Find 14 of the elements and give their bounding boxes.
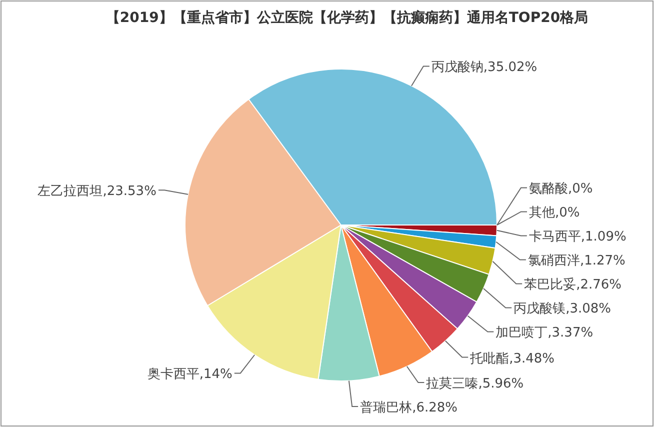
slice-label: 卡马西平,1.09% bbox=[528, 230, 626, 245]
slice-label: 丙戊酸镁,3.08% bbox=[514, 302, 612, 317]
slice-label: 左乙拉西坦,23.53% bbox=[38, 184, 156, 200]
legend-label: 其他,0% bbox=[529, 206, 580, 221]
slice-label: 加巴喷丁,3.37% bbox=[496, 326, 594, 341]
category-label: 氨酪酸,0% bbox=[529, 182, 593, 197]
slice-label: 丙戊酸钠,35.02% bbox=[431, 60, 538, 76]
slice-label: 苯巴比妥,2.76% bbox=[524, 278, 622, 293]
slice-label: 氯硝西泮,1.27% bbox=[528, 254, 626, 269]
slice-label: 托吡酯,3.48% bbox=[469, 351, 555, 366]
chart-title: 【2019】【重点省市】公立医院【化学药】【抗癫痫药】通用名TOP20格局 bbox=[106, 9, 588, 26]
slice-label: 拉莫三嗪,5.96% bbox=[426, 376, 524, 392]
slice-label: 奥卡西平,14% bbox=[147, 367, 232, 382]
slice-label: 普瑞巴林,6.28% bbox=[360, 400, 458, 416]
